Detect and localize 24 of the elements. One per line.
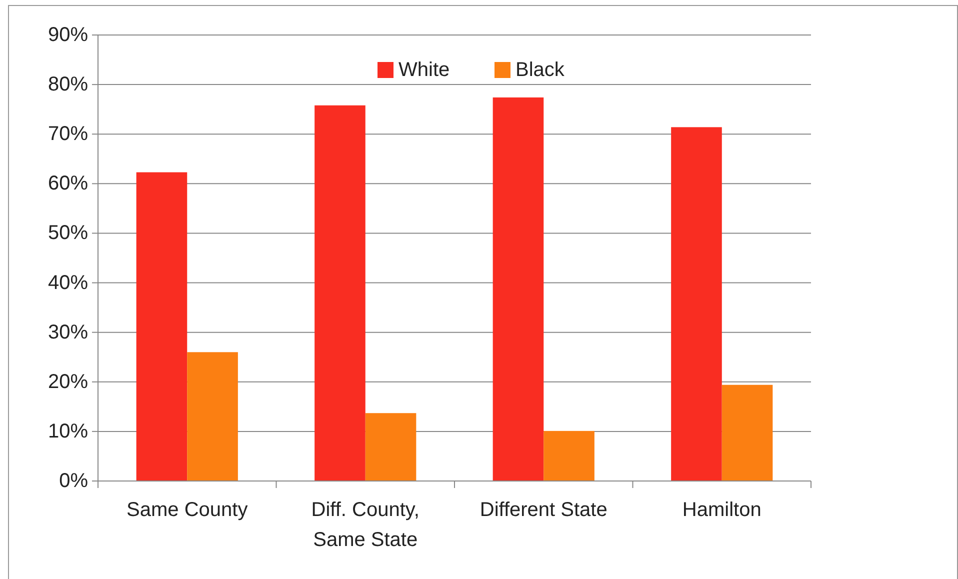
x-tick-label: Different State bbox=[480, 499, 608, 521]
bar bbox=[136, 172, 188, 481]
bar bbox=[722, 384, 773, 481]
y-tick-label: 30% bbox=[48, 321, 88, 344]
bar bbox=[544, 430, 594, 481]
y-tick-label: 50% bbox=[48, 222, 88, 244]
y-tick-label: 20% bbox=[48, 370, 88, 393]
x-tick-label: Hamilton bbox=[682, 499, 762, 521]
legend-label: Black bbox=[516, 59, 566, 81]
y-tick-label: 10% bbox=[48, 420, 88, 442]
x-tick-label: Same County bbox=[126, 499, 248, 521]
x-tick-label: Diff. County, Same State bbox=[311, 499, 420, 551]
bar bbox=[671, 127, 722, 481]
bar bbox=[187, 352, 238, 481]
bar bbox=[492, 97, 544, 481]
y-tick-label: 0% bbox=[59, 470, 88, 492]
y-tick-label: 40% bbox=[48, 272, 88, 294]
y-tick-label: 60% bbox=[48, 172, 88, 195]
bar bbox=[314, 105, 366, 481]
bar bbox=[365, 413, 416, 481]
legend-label: White bbox=[398, 59, 450, 81]
y-tick-label: 70% bbox=[48, 123, 88, 146]
y-tick-label: 80% bbox=[48, 74, 88, 96]
y-tick-label: 90% bbox=[48, 24, 88, 46]
